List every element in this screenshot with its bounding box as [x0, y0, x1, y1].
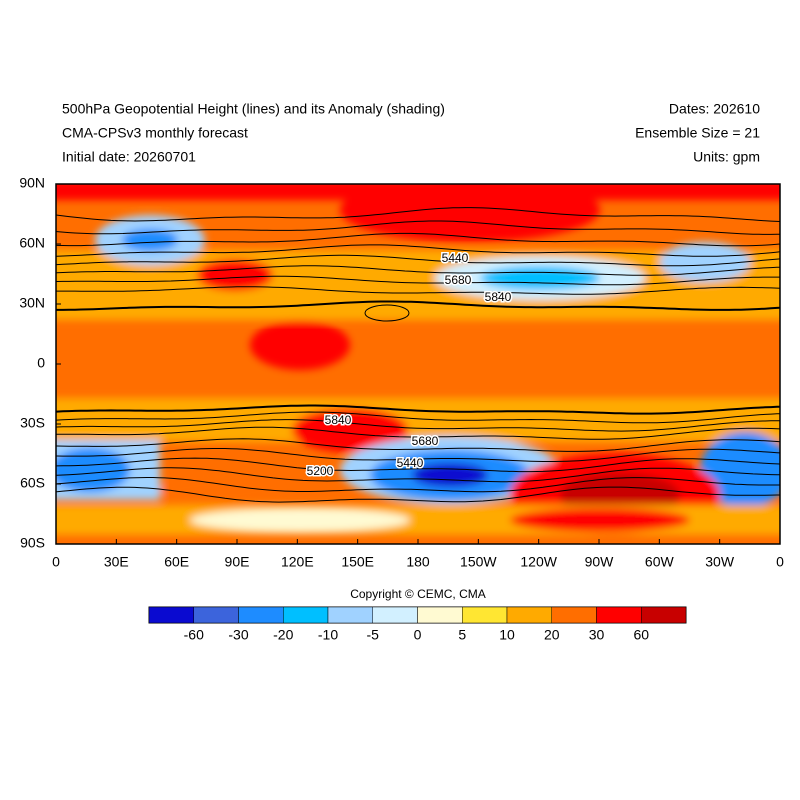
contour-line	[56, 275, 780, 286]
y-tick-label: 90S	[20, 535, 45, 551]
contour-line	[56, 254, 780, 267]
colorbar-box	[148, 606, 194, 624]
y-tick-label: 30N	[19, 295, 45, 311]
contour-label: 5440	[442, 251, 469, 265]
y-tick-label: 60S	[20, 475, 45, 491]
colorbar-box	[193, 606, 239, 624]
contour-line	[56, 438, 780, 452]
colorbar-box	[283, 606, 329, 624]
colorbar-box	[551, 606, 597, 624]
contour-line	[56, 207, 780, 223]
colorbar-box	[372, 606, 418, 624]
units: Units: gpm	[693, 149, 760, 165]
contour-line	[56, 220, 780, 235]
contour-label: 5680	[445, 273, 472, 287]
contour-label: 5840	[325, 413, 352, 427]
contour-line	[56, 419, 780, 432]
colorbar-label: 0	[414, 627, 422, 643]
y-tick-label: 30S	[20, 415, 45, 431]
colorbar-box	[417, 606, 463, 624]
contour-line	[364, 304, 410, 322]
colorbar-box	[462, 606, 508, 624]
contour-line	[56, 286, 780, 295]
x-tick-label: 30W	[705, 554, 735, 570]
colorbar-label: -5	[367, 627, 380, 643]
colorbar-label: -30	[228, 627, 248, 643]
x-tick-label: 150W	[460, 554, 497, 570]
contour-label: 5440	[397, 456, 424, 470]
contour-line	[56, 265, 780, 276]
copyright: Copyright © CEMC, CMA	[350, 587, 486, 601]
contour-label: 5680	[412, 434, 439, 448]
x-tick-label: 0	[52, 554, 60, 570]
contour-label: 5200	[307, 464, 334, 478]
colorbar-box	[238, 606, 284, 624]
x-tick-label: 60E	[164, 554, 189, 570]
initial-date: Initial date: 20260701	[62, 149, 196, 165]
contour-line	[56, 404, 780, 415]
colorbar-label: 60	[633, 627, 649, 643]
x-tick-label: 180	[406, 554, 430, 570]
colorbar-label: 10	[499, 627, 515, 643]
contour-line	[56, 300, 780, 311]
contour-line	[56, 448, 780, 462]
colorbar-box	[506, 606, 552, 624]
colorbar-label: 20	[544, 627, 560, 643]
contour-line	[56, 477, 780, 493]
ensemble-size: Ensemble Size = 21	[635, 125, 760, 141]
contour-line	[56, 486, 780, 503]
y-tick-label: 90N	[19, 175, 45, 191]
x-tick-label: 120W	[520, 554, 557, 570]
colorbar-box	[596, 606, 642, 624]
title: 500hPa Geopotential Height (lines) and i…	[62, 101, 445, 117]
y-tick-label: 0	[37, 355, 45, 371]
x-tick-label: 90E	[225, 554, 250, 570]
x-tick-label: 60W	[645, 554, 675, 570]
colorbar-label: -60	[184, 627, 204, 643]
colorbar-box	[641, 606, 687, 624]
contour-line	[56, 426, 780, 440]
x-tick-label: 0	[776, 554, 784, 570]
x-tick-label: 30E	[104, 554, 129, 570]
subtitle: CMA-CPSv3 monthly forecast	[62, 125, 248, 141]
colorbar-label: 5	[458, 627, 466, 643]
x-tick-label: 150E	[341, 554, 374, 570]
map-shading: 5440 5680 5840 5840 5680 5440 5200	[56, 184, 780, 544]
colorbar-label: -20	[273, 627, 293, 643]
dates: Dates: 202610	[669, 101, 760, 117]
contour-line	[56, 457, 780, 473]
contour-line	[56, 232, 780, 247]
contour-label: 5840	[485, 290, 512, 304]
colorbar-box	[327, 606, 373, 624]
colorbar-label: -10	[318, 627, 338, 643]
contour-line	[56, 411, 780, 424]
x-tick-label: 120E	[281, 554, 314, 570]
contour-line	[56, 467, 780, 483]
x-tick-label: 90W	[585, 554, 615, 570]
contour-line	[56, 244, 780, 257]
y-tick-label: 60N	[19, 235, 45, 251]
colorbar-label: 30	[589, 627, 605, 643]
